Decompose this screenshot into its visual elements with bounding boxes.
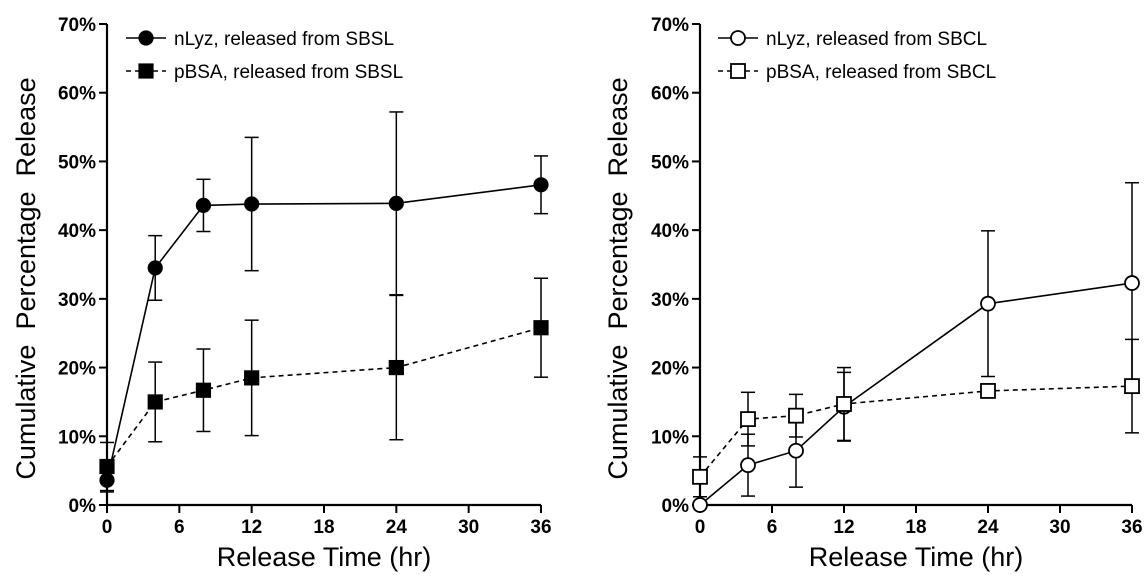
data-point [533,177,549,193]
x-tick-label: 36 [530,517,551,538]
x-tick-label: 12 [241,517,262,538]
y-tick-label: 60% [651,84,689,105]
chart-panel-2: 0% 10% 20% 30% 40% 50% 60% 70% 0 6 12 18 24 30 36 Relea… [603,15,1143,572]
y-tick-label: 50% [651,152,689,173]
y-tick-label: 20% [58,359,96,380]
data-point [147,260,163,276]
x-tick-label: 18 [313,517,334,538]
data-point [244,196,260,212]
y-tick-label: 30% [58,290,96,311]
data-point [740,411,756,428]
legend-label: pBSA, released from SBCL [766,62,996,83]
data-point [147,394,163,410]
x-axis-title: Release Time (hr) [217,542,432,572]
data-point [980,295,996,312]
y-tick-label: 40% [651,221,689,242]
y-tick-label: 50% [58,152,96,173]
series-line [106,326,542,467]
series-2 [99,277,549,492]
y-axis-title: Cumulative Percentage Release [11,77,41,479]
y-tick-label: 30% [651,290,689,311]
x-tick-label: 30 [1049,517,1070,538]
legend-entry-2: pBSA, released from SBCL [718,62,996,83]
series-1 [692,181,1140,513]
data-point [788,442,804,459]
y-tick-label: 10% [58,427,96,448]
legend-entry-1: nLyz, released from SBSL [126,29,394,50]
x-tick-label: 30 [458,517,479,538]
x-tick-label: 6 [767,517,778,538]
data-point [692,497,708,513]
data-point [836,396,852,412]
data-point [195,382,212,398]
x-tick-label: 0 [695,517,706,538]
legend-marker [730,30,746,46]
series-2 [692,338,1140,498]
legend-marker [138,63,154,79]
legend-entry-1: nLyz, released from SBCL [718,29,987,50]
y-axis-title: Cumulative Percentage Release [603,77,633,479]
data-point [740,457,756,474]
x-tick-label: 24 [386,517,408,538]
data-point [99,458,115,475]
x-tick-label: 36 [1121,517,1142,538]
y-tick-label: 0% [662,496,690,517]
data-point [1124,275,1140,291]
series-line [699,282,1133,506]
x-tick-label: 6 [174,517,185,538]
x-tick-label: 18 [905,517,926,538]
y-tick-label: 70% [58,15,96,36]
legend-label: nLyz, released from SBSL [174,29,394,50]
y-tick-label: 10% [651,427,689,448]
y-tick-label: 60% [58,84,96,105]
y-tick-label: 70% [651,15,689,36]
series-1 [99,111,549,493]
data-point [244,370,260,386]
data-point [388,359,404,376]
series-line [106,183,542,481]
legend-marker [730,63,746,79]
series-line [699,385,1133,478]
data-point [692,468,708,485]
data-point [533,320,549,336]
data-point [1124,378,1140,395]
y-tick-label: 40% [58,221,96,242]
data-point [195,197,212,214]
y-tick-label: 0% [69,496,97,517]
data-point [788,407,804,424]
chart-panel-1: 0% 10% 20% 30% 40% 50% 60% 70% 0 6 12 18 24 30 36 Relea… [11,15,552,572]
x-tick-label: 24 [977,517,999,538]
x-tick-label: 0 [102,517,113,538]
data-point [388,195,404,211]
x-axis-title: Release Time (hr) [809,542,1024,572]
legend-label: pBSA, released from SBSL [174,62,403,83]
y-tick-label: 20% [651,359,689,380]
legend-entry-2: pBSA, released from SBSL [126,62,403,83]
legend-marker [138,30,154,46]
legend-label: nLyz, released from SBCL [766,29,987,50]
x-tick-label: 12 [833,517,854,538]
data-point [980,383,996,399]
